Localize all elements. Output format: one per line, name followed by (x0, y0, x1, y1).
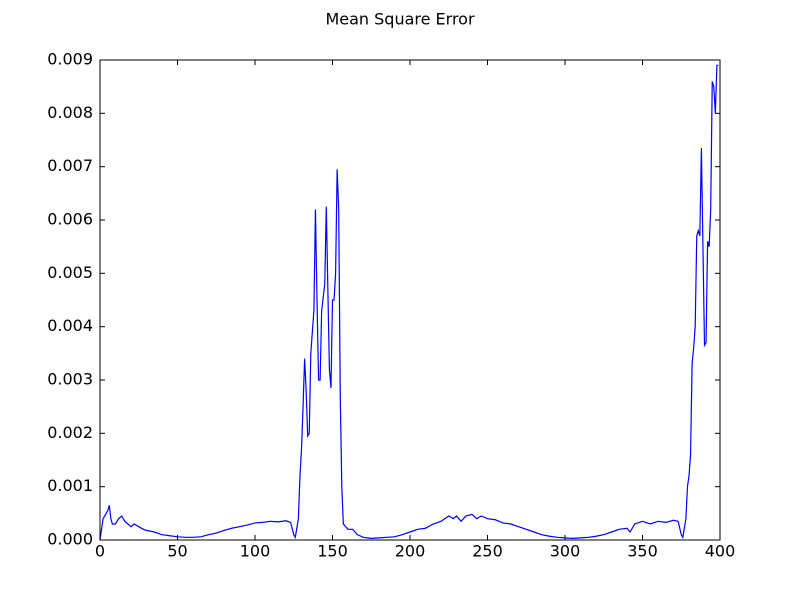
y-tick-label: 0.006 (47, 210, 93, 229)
y-tick-label: 0.008 (47, 103, 93, 122)
y-tick-label: 0.004 (47, 316, 93, 335)
x-tick-label: 300 (550, 542, 581, 561)
data-line (99, 64, 719, 541)
y-tick-label: 0.002 (47, 423, 93, 442)
y-tick-label: 0.005 (47, 263, 93, 282)
plot-frame (99, 59, 721, 541)
y-tick-label: 0.009 (47, 50, 93, 69)
x-tick-label: 0 (95, 542, 105, 561)
x-tick-label: 350 (627, 542, 658, 561)
x-tick-label: 250 (472, 542, 503, 561)
x-tick-label: 50 (167, 542, 187, 561)
x-tick-label: 200 (395, 542, 426, 561)
x-tick-label: 100 (240, 542, 271, 561)
y-tick-label: 0.001 (47, 476, 93, 495)
y-tick-label: 0.007 (47, 156, 93, 175)
y-tick-label: 0.003 (47, 370, 93, 389)
x-tick-label: 150 (317, 542, 348, 561)
chart-title: Mean Square Error (325, 10, 475, 29)
y-tick-label: 0.000 (47, 530, 93, 549)
x-tick-label: 400 (705, 542, 736, 561)
